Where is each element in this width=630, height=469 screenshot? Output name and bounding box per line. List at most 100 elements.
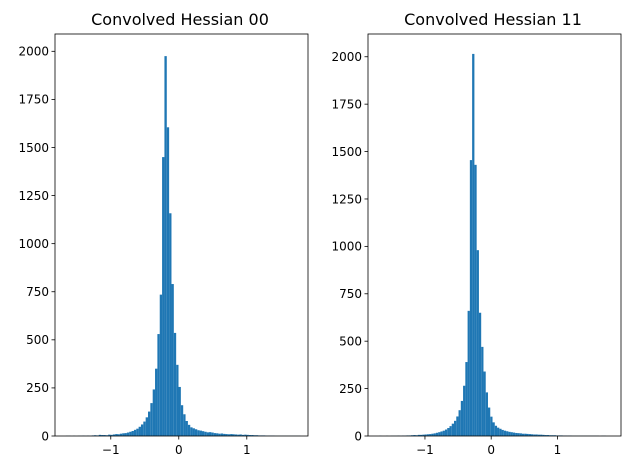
histogram-bar [180, 405, 184, 436]
x-axis-ticks: −1 0 1 [416, 436, 561, 457]
x-tick-label: 1 [243, 443, 251, 457]
histogram-bar [108, 434, 111, 436]
histogram-bar [192, 428, 195, 436]
y-tick-label: 250 [339, 382, 362, 396]
histogram-bar [528, 434, 532, 436]
histogram-bar [209, 432, 212, 436]
x-tick-label: 1 [554, 443, 562, 457]
histogram-bar [438, 432, 441, 436]
histogram-bar [429, 434, 432, 436]
histogram-bar [131, 431, 134, 436]
histogram-bar [176, 364, 179, 436]
histogram-bar [501, 429, 504, 436]
histogram-bar [537, 434, 541, 436]
histogram-bar [150, 403, 153, 436]
y-tick-label: 2000 [331, 50, 362, 64]
histogram-bar [136, 428, 139, 436]
histogram-bar [517, 433, 520, 436]
y-tick-label: 1250 [18, 189, 49, 203]
histogram-bar [112, 434, 116, 436]
histogram-bar [515, 432, 518, 436]
histogram-bar [119, 433, 123, 436]
histogram-bar [239, 434, 242, 436]
histogram-bar [166, 127, 170, 436]
y-tick-label: 1000 [331, 240, 362, 254]
histogram-bar [472, 53, 475, 436]
histogram-bars [65, 56, 301, 437]
histogram-bar [223, 433, 226, 436]
histogram-bar [487, 407, 491, 436]
histogram-bar [417, 434, 421, 436]
histogram-bar [117, 434, 120, 436]
chart-title-hessian-00: Convolved Hessian 00 [91, 10, 269, 29]
histogram-bar [171, 284, 174, 436]
histogram-bar [431, 433, 434, 436]
histogram-bar [542, 434, 545, 436]
histogram-bar [540, 434, 543, 436]
histogram-bar [185, 421, 188, 436]
chart-title-hessian-11: Convolved Hessian 11 [404, 10, 582, 29]
y-tick-label: 1750 [331, 97, 362, 111]
histogram-bar [159, 294, 163, 436]
histogram-bar [485, 392, 488, 436]
histogram-bar [126, 432, 130, 436]
histogram-bar [490, 416, 493, 436]
histogram-bar [218, 433, 221, 436]
y-tick-label: 1750 [18, 93, 49, 107]
histogram-bar [442, 430, 445, 436]
histogram-bar [148, 411, 151, 436]
y-tick-label: 250 [26, 381, 49, 395]
histogram-bar [190, 427, 193, 436]
histogram-bar [447, 428, 450, 436]
histogram-bar [449, 426, 452, 436]
histogram-bar [512, 432, 516, 436]
y-tick-label: 500 [339, 334, 362, 348]
histogram-bar [451, 423, 455, 436]
histogram-bar [194, 429, 198, 436]
histogram-bar [187, 424, 191, 436]
histogram-bar [420, 434, 423, 436]
histogram-bar [478, 312, 482, 436]
histogram-bar [524, 433, 527, 436]
y-axis-ticks: 0 250 500 750 1000 1250 1500 1750 2000 [18, 45, 55, 443]
histogram-bar [510, 432, 513, 436]
histogram-bar [476, 250, 479, 436]
histogram-bar [225, 434, 228, 436]
histogram-bar [110, 434, 113, 436]
histogram-bar [521, 433, 525, 436]
histogram-bar [101, 435, 104, 436]
histogram-bar [162, 157, 165, 436]
histogram-bar [213, 433, 217, 436]
histogram-bar [508, 431, 511, 436]
y-tick-label: 1000 [18, 237, 49, 251]
y-tick-label: 750 [26, 285, 49, 299]
histogram-bar [178, 386, 181, 436]
y-axis-ticks: 0 250 500 750 1000 1250 1500 1750 2000 [331, 50, 368, 443]
histogram-bar [433, 433, 436, 436]
histogram-bar [531, 434, 534, 436]
histogram-panel-hessian-11: Convolved Hessian 11 0 250 500 750 1000 1250 1… [331, 10, 622, 457]
histogram-bar [544, 435, 547, 436]
histogram-bar [129, 431, 132, 436]
histogram-bar [115, 434, 118, 436]
histogram-bar [458, 410, 461, 436]
histogram-bar [456, 416, 459, 436]
histogram-bar [248, 435, 252, 436]
histogram-bar [440, 431, 443, 436]
histogram-bar [497, 427, 500, 436]
y-tick-label: 500 [26, 333, 49, 347]
x-tick-label: −1 [416, 443, 434, 457]
histogram-bar [152, 389, 156, 436]
x-tick-label: 0 [175, 443, 183, 457]
histogram-bar [133, 429, 137, 436]
histogram-bar [234, 434, 238, 436]
histogram-bar [483, 371, 486, 436]
histogram-bar [535, 434, 538, 436]
y-tick-label: 1500 [18, 141, 49, 155]
histogram-panel-hessian-00: Convolved Hessian 00 0 250 500 750 1000 1250 1… [18, 10, 309, 457]
histogram-bar [199, 430, 202, 436]
histogram-bar [197, 430, 200, 436]
axes-frame [54, 33, 309, 437]
histogram-bar [143, 421, 146, 436]
